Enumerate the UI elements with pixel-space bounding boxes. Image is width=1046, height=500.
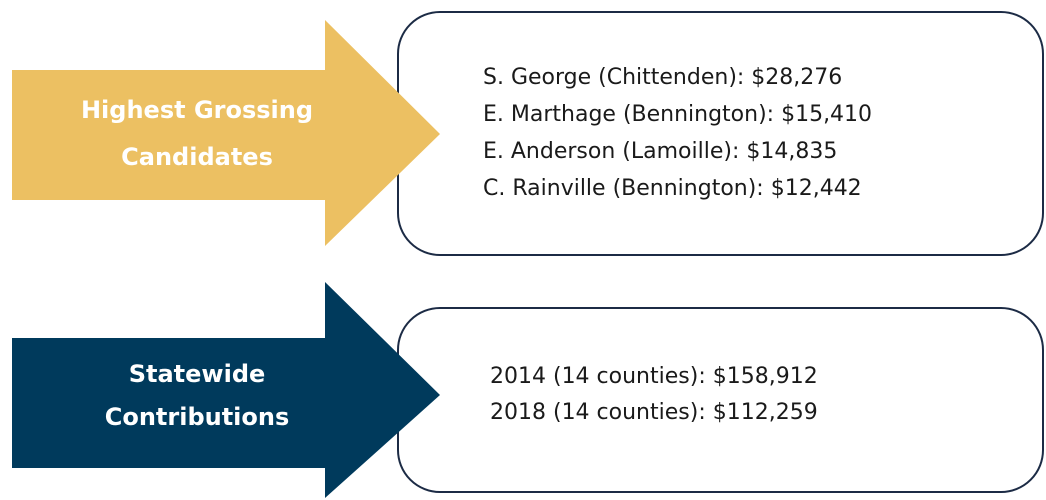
arrow xyxy=(12,282,440,498)
item-text: 2018 (14 counties): $112,259 xyxy=(490,400,818,425)
info-box xyxy=(397,11,1044,256)
arrow-label: Contributions xyxy=(105,403,290,431)
arrow-label: Highest Grossing xyxy=(81,96,313,124)
arrow xyxy=(12,20,440,246)
item-text: 2014 (14 counties): $158,912 xyxy=(490,364,818,389)
item-text: C. Rainville (Bennington): $12,442 xyxy=(483,176,862,201)
item-text: E. Anderson (Lamoille): $14,835 xyxy=(483,139,837,164)
item-text: E. Marthage (Bennington): $15,410 xyxy=(483,102,872,127)
arrow-label: Statewide xyxy=(129,360,266,388)
item-text: S. George (Chittenden): $28,276 xyxy=(483,65,842,90)
arrow-label: Candidates xyxy=(121,143,273,171)
